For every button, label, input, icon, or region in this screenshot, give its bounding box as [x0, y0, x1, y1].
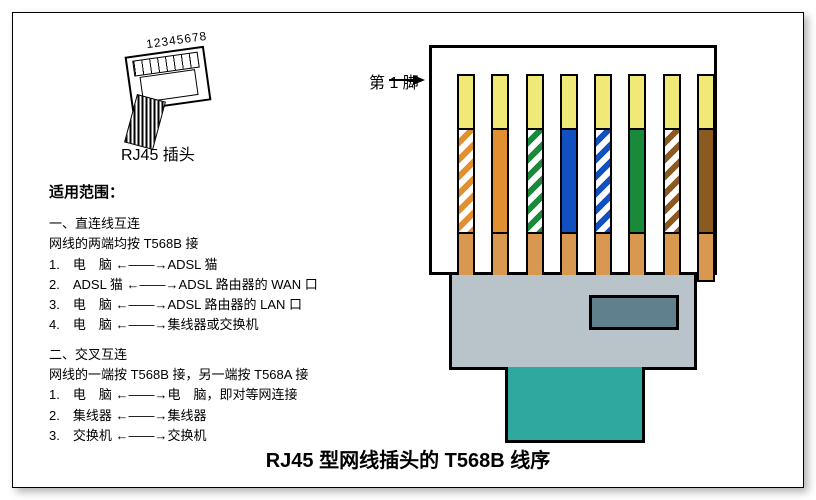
- section1-item: 4. 电 脑 ←——→集线器或交换机: [49, 315, 409, 335]
- wire-insulation: [663, 130, 681, 234]
- usage-heading: 适用范围：: [49, 181, 409, 204]
- small-plug-label: RJ45 插头: [121, 141, 195, 165]
- wire-5: [591, 74, 615, 284]
- wire-8: [694, 74, 718, 284]
- large-rj45-diagram: 第 1 脚: [419, 27, 789, 447]
- pin1-label: 第 1 脚: [369, 69, 419, 93]
- section2-item: 2. 集线器 ←——→集线器: [49, 406, 409, 426]
- section1-item: 3. 电 脑 ←——→ADSL 路由器的 LAN 口: [49, 295, 409, 315]
- wire-insulation: [491, 130, 509, 234]
- section2-item: 1. 电 脑 ←——→电 脑，即对等网连接: [49, 385, 409, 405]
- wire-insulation: [457, 130, 475, 234]
- wire-3: [523, 74, 547, 284]
- pin-contact: [491, 74, 509, 130]
- pin-contact: [697, 74, 715, 130]
- section1-item: 1. 电 脑 ←——→ADSL 猫: [49, 255, 409, 275]
- pin-contact: [663, 74, 681, 130]
- wire-insulation: [560, 130, 578, 234]
- pin-contact: [594, 74, 612, 130]
- connector-cable: [505, 367, 645, 443]
- wire-insulation: [697, 130, 715, 234]
- connector-clip: [589, 295, 679, 330]
- wire-2: [488, 74, 512, 284]
- pin-contact: [457, 74, 475, 130]
- connector-head: [429, 45, 717, 275]
- section1-title: 一、直连线互连: [49, 214, 409, 234]
- section2-item: 3. 交换机 ←——→交换机: [49, 426, 409, 446]
- section1-note: 网线的两端均按 T568B 接: [49, 234, 409, 254]
- wire-insulation: [526, 130, 544, 234]
- wire-base: [697, 234, 715, 282]
- wire-7: [660, 74, 684, 284]
- section1-item: 2. ADSL 猫 ←——→ADSL 路由器的 WAN 口: [49, 275, 409, 295]
- pin-contact: [628, 74, 646, 130]
- wire-4: [557, 74, 581, 284]
- pin1-arrow-icon: [413, 75, 425, 85]
- wire-1: [454, 74, 478, 284]
- wire-insulation: [628, 130, 646, 234]
- pins-area: [454, 74, 718, 284]
- wire-insulation: [594, 130, 612, 234]
- usage-text-block: 适用范围： 一、直连线互连 网线的两端均按 T568B 接 1. 电 脑 ←——…: [49, 181, 409, 446]
- pin-contact: [526, 74, 544, 130]
- wire-6: [625, 74, 649, 284]
- diagram-title: RJ45 型网线插头的 T568B 线序: [13, 444, 803, 473]
- pin-contact: [560, 74, 578, 130]
- section2-note: 网线的一端按 T568B 接，另一端按 T568A 接: [49, 365, 409, 385]
- page: 12345678 RJ45 插头 适用范围： 一、直连线互连 网线的两端均按 T…: [12, 12, 804, 488]
- section2-title: 二、交叉互连: [49, 345, 409, 365]
